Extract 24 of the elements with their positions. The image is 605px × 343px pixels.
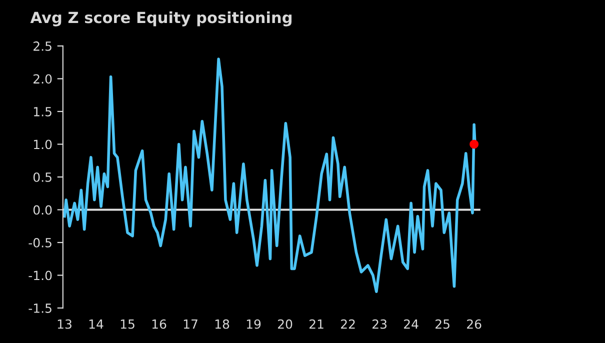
x-tick-label: 21: [310, 319, 324, 329]
y-tick-label: -1.0: [28, 270, 52, 280]
x-tick-label: 23: [372, 319, 387, 329]
y-tick-label: 1.5: [34, 107, 52, 116]
y-tick-label: -1.5: [28, 304, 52, 313]
x-tick-label: 18: [215, 319, 230, 329]
y-tick-label: -0.5: [28, 238, 52, 248]
y-tick-label: 1.0: [34, 140, 52, 150]
y-tick-label: 2.5: [34, 41, 52, 51]
x-tick-label: 20: [278, 319, 292, 329]
x-tick-label: 13: [58, 319, 72, 329]
y-tick-label: 0.0: [33, 205, 52, 215]
y-tick-label: 2.0: [34, 74, 52, 84]
x-tick-label: 16: [152, 319, 166, 329]
x-tick-label: 17: [184, 320, 198, 329]
x-tick-label: 15: [120, 320, 134, 329]
x-tick-label: 26: [467, 319, 482, 329]
x-tick-label: 22: [341, 319, 355, 329]
chart-title: Avg Z score Equity positioning: [30, 11, 292, 26]
x-tick-label: 19: [246, 319, 261, 329]
x-tick-label: 25: [436, 319, 450, 329]
y-tick-label: 0.5: [33, 172, 52, 182]
x-tick-label: 24: [404, 319, 418, 329]
x-tick-label: 14: [89, 320, 104, 329]
